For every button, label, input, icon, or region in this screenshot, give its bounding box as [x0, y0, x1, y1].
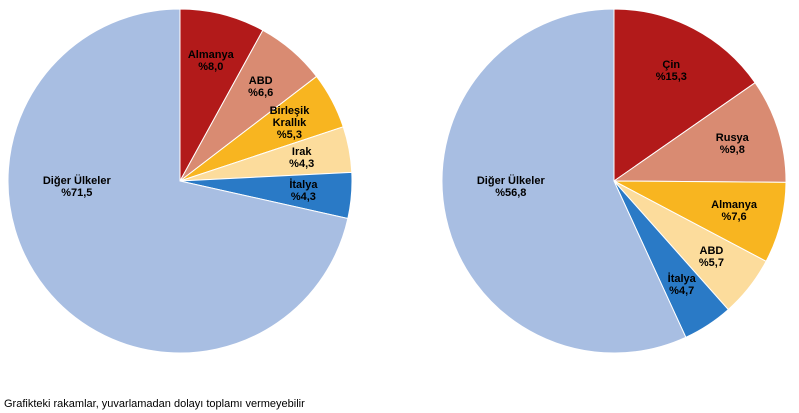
- slice-label: Diğer Ülkeler %56,8: [477, 175, 545, 199]
- slice-label: ABD %6,6: [248, 75, 273, 99]
- category-label: İtalya: [667, 272, 696, 285]
- slice-label: İtalya %4,7: [668, 273, 696, 297]
- slice-label: Diğer Ülkeler %71,5: [43, 175, 111, 199]
- slice-label: ABD %5,7: [699, 245, 724, 269]
- slice-label: Irak %4,3: [289, 146, 314, 170]
- category-label: ABD: [248, 75, 273, 88]
- value-label: %4,3: [289, 158, 315, 171]
- footnote: Grafikteki rakamlar, yuvarlamadan dolayı…: [4, 398, 305, 410]
- category-label: Rusya: [715, 132, 749, 145]
- value-label: %5,7: [698, 257, 724, 270]
- slice-label: Rusya %9,8: [716, 132, 749, 156]
- slice-label: Almanya %7,6: [711, 199, 757, 223]
- category-label: Diğer Ülkeler: [42, 175, 111, 187]
- slice-label: Almanya %8,0: [188, 49, 234, 73]
- category-label: Diğer Ülkeler: [476, 175, 545, 187]
- value-label: %15,3: [655, 71, 687, 84]
- value-label: %7,6: [721, 211, 747, 224]
- pie-slice: [7, 8, 349, 354]
- value-label: %4,3: [290, 191, 316, 204]
- slice-label: İtalya %4,3: [289, 179, 317, 203]
- value-label: %56,8: [495, 187, 527, 199]
- value-label: %8,0: [198, 61, 224, 74]
- pie-slice: [441, 8, 687, 354]
- category-label: Birleşik Krallık: [269, 105, 310, 130]
- category-label: Almanya: [187, 49, 234, 62]
- value-label: %9,8: [719, 144, 745, 157]
- value-label: %5,3: [276, 129, 302, 142]
- category-label: Irak: [291, 146, 312, 159]
- value-label: %4,7: [669, 284, 695, 297]
- category-label: ABD: [699, 245, 724, 258]
- value-label: %6,6: [248, 87, 274, 100]
- category-label: Çin: [662, 59, 681, 72]
- category-label: Almanya: [711, 199, 758, 212]
- value-label: %71,5: [61, 187, 93, 199]
- pie-slice: [613, 8, 756, 182]
- slice-label: Çin %15,3: [656, 59, 687, 83]
- slice-label: Birleşik Krallık %5,3: [270, 105, 310, 141]
- pie-slice: [612, 81, 787, 183]
- category-label: İtalya: [289, 179, 318, 192]
